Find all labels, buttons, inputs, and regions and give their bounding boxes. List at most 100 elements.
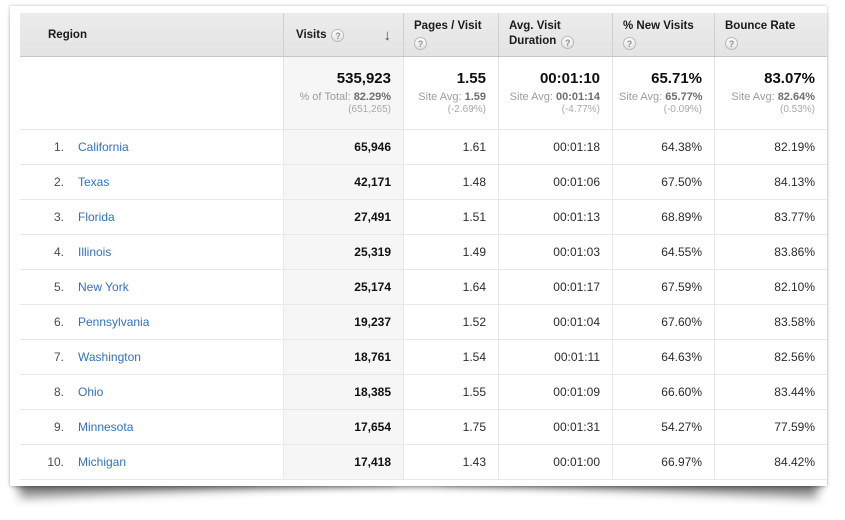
bounce-rate-cell: 82.19% — [714, 130, 827, 164]
visits-cell: 42,171 — [283, 165, 403, 199]
column-header-new-visits-label: % New Visits — [623, 20, 694, 32]
visits-cell: 25,319 — [283, 235, 403, 269]
column-header-pages-per-visit[interactable]: Pages / Visit ? — [403, 13, 498, 56]
region-link[interactable]: Washington — [78, 350, 141, 364]
pages-per-visit-cell: 1.48 — [403, 165, 498, 199]
summary-new-visits-cell: 65.71% Site Avg: 65.77% (-0.09%) — [612, 57, 714, 129]
pages-per-visit-cell: 1.54 — [403, 340, 498, 374]
row-rank: 8. — [53, 385, 64, 399]
region-link[interactable]: New York — [78, 280, 129, 294]
avg-duration-cell: 00:01:09 — [498, 375, 612, 409]
summary-region-cell — [20, 57, 283, 129]
row-rank: 6. — [53, 315, 64, 329]
region-cell: 8. Ohio — [20, 375, 283, 409]
pages-per-visit-cell: 1.52 — [403, 305, 498, 339]
row-rank: 4. — [53, 245, 64, 259]
region-link[interactable]: Texas — [78, 175, 110, 189]
row-rank: 2. — [53, 175, 64, 189]
summary-pages-per-visit-cell: 1.55 Site Avg: 1.59 (-2.69%) — [403, 57, 498, 129]
table-header-row: Region Visits ? ↓ Pages / Visit ? Avg. V… — [20, 13, 827, 57]
region-link[interactable]: Minnesota — [78, 420, 134, 434]
avg-duration-cell: 00:01:11 — [498, 340, 612, 374]
summary-avg-duration-value: 00:01:10 — [539, 70, 600, 87]
new-visits-cell: 67.60% — [612, 305, 714, 339]
region-link[interactable]: Florida — [78, 210, 115, 224]
row-rank: 3. — [53, 210, 64, 224]
region-link[interactable]: Pennsylvania — [78, 315, 150, 329]
avg-duration-cell: 00:01:18 — [498, 130, 612, 164]
new-visits-cell: 68.89% — [612, 200, 714, 234]
new-visits-cell: 67.50% — [612, 165, 714, 199]
bounce-rate-cell: 83.58% — [714, 305, 827, 339]
column-header-new-visits[interactable]: % New Visits ? — [612, 13, 714, 56]
column-header-avg-visit-duration[interactable]: Avg. Visit Duration? — [498, 13, 612, 56]
help-icon[interactable]: ? — [331, 29, 345, 42]
summary-visits-pct-of-total: % of Total: 82.29% — [299, 91, 391, 103]
summary-new-visits-site-avg: Site Avg: 65.77% — [619, 91, 703, 103]
summary-pages-per-visit-value: 1.55 — [456, 70, 486, 87]
region-cell: 6. Pennsylvania — [20, 305, 283, 339]
region-link[interactable]: Ohio — [78, 385, 104, 399]
table-row: 10. Michigan 17,418 1.43 00:01:00 66.97%… — [20, 445, 827, 480]
table-row: 5. New York 25,174 1.64 00:01:17 67.59% … — [20, 270, 827, 305]
help-icon[interactable]: ? — [725, 37, 738, 50]
avg-duration-cell: 00:01:00 — [498, 445, 612, 479]
bounce-rate-cell: 84.42% — [714, 445, 827, 479]
region-link[interactable]: Michigan — [78, 455, 127, 469]
summary-visits-cell: 535,923 % of Total: 82.29% (651,265) — [283, 57, 403, 129]
help-icon[interactable]: ? — [561, 36, 575, 49]
bounce-rate-cell: 83.86% — [714, 235, 827, 269]
visits-cell: 18,761 — [283, 340, 403, 374]
region-cell: 3. Florida — [20, 200, 283, 234]
column-header-bounce-rate-label: Bounce Rate — [725, 20, 796, 32]
summary-visits-total: 535,923 — [336, 70, 391, 87]
summary-bounce-rate-value: 83.07% — [764, 70, 815, 87]
bounce-rate-cell: 83.44% — [714, 375, 827, 409]
pages-per-visit-cell: 1.64 — [403, 270, 498, 304]
new-visits-cell: 64.55% — [612, 235, 714, 269]
table-row: 6. Pennsylvania 19,237 1.52 00:01:04 67.… — [20, 305, 827, 340]
table-row: 9. Minnesota 17,654 1.75 00:01:31 54.27%… — [20, 410, 827, 445]
help-icon[interactable]: ? — [623, 37, 636, 50]
table-body: 1. California 65,946 1.61 00:01:18 64.38… — [20, 130, 827, 480]
table-row: 3. Florida 27,491 1.51 00:01:13 68.89% 8… — [20, 200, 827, 235]
pages-per-visit-cell: 1.49 — [403, 235, 498, 269]
summary-avg-duration-site-avg: Site Avg: 00:01:14 — [509, 91, 600, 103]
row-rank: 1. — [53, 140, 64, 154]
visits-cell: 18,385 — [283, 375, 403, 409]
avg-duration-cell: 00:01:06 — [498, 165, 612, 199]
new-visits-cell: 64.63% — [612, 340, 714, 374]
sort-descending-icon[interactable]: ↓ — [383, 27, 392, 44]
summary-bounce-rate-site-avg: Site Avg: 82.64% — [731, 91, 815, 103]
bounce-rate-cell: 77.59% — [714, 410, 827, 444]
bounce-rate-cell: 84.13% — [714, 165, 827, 199]
column-header-bounce-rate[interactable]: Bounce Rate ? — [714, 13, 827, 56]
table-row: 2. Texas 42,171 1.48 00:01:06 67.50% 84.… — [20, 165, 827, 200]
region-link[interactable]: California — [78, 140, 129, 154]
pages-per-visit-cell: 1.51 — [403, 200, 498, 234]
bounce-rate-cell: 82.10% — [714, 270, 827, 304]
column-header-region[interactable]: Region — [20, 13, 283, 56]
summary-pages-per-visit-delta: (-2.69%) — [447, 104, 486, 115]
pages-per-visit-cell: 1.55 — [403, 375, 498, 409]
summary-pages-per-visit-site-avg: Site Avg: 1.59 — [418, 91, 486, 103]
column-header-visits[interactable]: Visits ? ↓ — [283, 13, 403, 56]
column-header-region-label: Region — [48, 29, 87, 41]
region-cell: 9. Minnesota — [20, 410, 283, 444]
visits-cell: 25,174 — [283, 270, 403, 304]
column-header-duration-label: Avg. Visit Duration — [509, 20, 561, 47]
table-row: 8. Ohio 18,385 1.55 00:01:09 66.60% 83.4… — [20, 375, 827, 410]
help-icon[interactable]: ? — [414, 37, 427, 50]
row-rank: 7. — [53, 350, 64, 364]
new-visits-cell: 54.27% — [612, 410, 714, 444]
summary-bounce-rate-cell: 83.07% Site Avg: 82.64% (0.53%) — [714, 57, 827, 129]
avg-duration-cell: 00:01:31 — [498, 410, 612, 444]
row-rank: 10. — [47, 455, 64, 469]
summary-new-visits-delta: (-0.09%) — [663, 104, 702, 115]
summary-new-visits-value: 65.71% — [651, 70, 702, 87]
region-cell: 2. Texas — [20, 165, 283, 199]
row-rank: 5. — [53, 280, 64, 294]
visits-cell: 65,946 — [283, 130, 403, 164]
region-link[interactable]: Illinois — [78, 245, 112, 259]
